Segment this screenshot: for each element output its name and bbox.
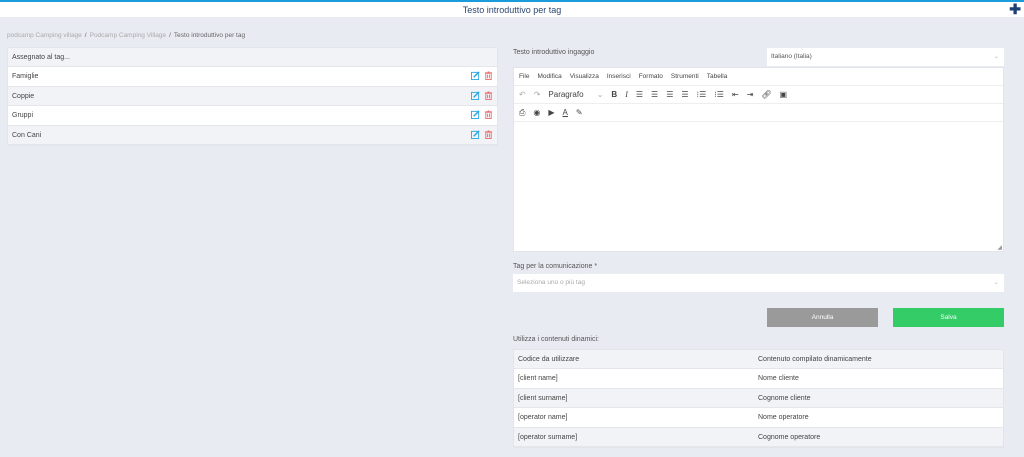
top-bar: Testo introduttivo per tag ✚ (0, 0, 1024, 17)
plus-icon[interactable]: ✚ (1009, 1, 1021, 17)
tag-row: Gruppi (8, 106, 497, 126)
editor-toolbar: ↶ ↷ Paragrafo ⌄ B I ☰ ☰ ☰ ☰ ⁝☰ ⁝☰ ⇤ ⇥ 🔗︎ … (514, 86, 1003, 104)
block-format-value: Paragrafo (548, 90, 584, 99)
code-cell: [operator name] (518, 414, 568, 422)
edit-icon[interactable] (471, 71, 480, 81)
edit-icon[interactable] (471, 91, 480, 100)
menu-item[interactable]: Tabella (706, 73, 728, 80)
menu-item[interactable]: Visualizza (569, 73, 599, 80)
chevron-down-icon: ⌄ (596, 90, 604, 99)
editor-toolbar-2: ⎙ ◉ ▶ A ✎ (514, 104, 1003, 122)
numbered-list-icon[interactable]: ⁝☰ (714, 90, 724, 99)
tag-name: Coppie (12, 92, 35, 100)
dynamic-label: Utilizza i contenuti dinamici: (513, 336, 599, 343)
indent-icon[interactable]: ⇥ (746, 90, 754, 99)
trash-icon[interactable] (484, 110, 493, 120)
tag-name: Famiglie (12, 73, 39, 81)
content-cell: Nome cliente (758, 375, 799, 383)
align-center-icon[interactable]: ☰ (651, 90, 659, 99)
cancel-button[interactable]: Annulla (767, 308, 878, 327)
rich-text-editor: File Modifica Visualizza Inserisci Formato St… (513, 67, 1004, 252)
menu-item[interactable]: File (519, 73, 530, 80)
media-icon[interactable]: ▶ (548, 108, 555, 117)
content-cell: Cognome cliente (758, 394, 811, 402)
code-cell: [operator surname] (518, 433, 578, 441)
page-title: Testo introduttivo per tag (462, 5, 562, 15)
column-header: Codice da utilizzare (518, 356, 580, 363)
image-icon[interactable]: ▣ (779, 90, 788, 99)
text-color-icon[interactable]: A (562, 108, 568, 117)
table-row: [client name] Nome cliente (514, 369, 1003, 389)
tag-name: Gruppi (12, 112, 34, 120)
menu-item[interactable]: Modifica (537, 73, 562, 80)
save-button[interactable]: Salva (893, 308, 1004, 327)
preview-icon[interactable]: ◉ (533, 108, 541, 117)
table-row: [operator surname] Cognome operatore (514, 427, 1003, 447)
link-icon[interactable]: 🔗︎ (761, 90, 772, 99)
chevron-down-icon: ⌄ (993, 53, 999, 60)
tags-select[interactable]: Seleziona uno o più tag ⌄ (513, 274, 1004, 292)
menu-item[interactable]: Inserisci (606, 73, 631, 80)
dynamic-table: Codice da utilizzare Contenuto compilato … (513, 349, 1004, 448)
breadcrumb-current: Testo introduttivo per tag (173, 32, 246, 39)
code-cell: [client name] (518, 375, 558, 383)
outdent-icon[interactable]: ⇤ (731, 90, 739, 99)
tag-list: Assegnato al tag... Famiglie Coppie Gruppi… (8, 48, 497, 145)
breadcrumb: podcamp Camping village / Podcamp Camping … (7, 32, 246, 39)
editor-label: Testo introduttivo ingaggio (513, 49, 595, 56)
content-cell: Nome operatore (758, 414, 809, 422)
code-cell: [client surname] (518, 394, 568, 402)
edit-icon[interactable] (471, 110, 480, 120)
table-row: [operator name] Nome operatore (514, 408, 1003, 428)
editor-menubar: File Modifica Visualizza Inserisci Formato St… (514, 68, 1003, 86)
editor-content[interactable] (514, 122, 1003, 245)
highlight-icon[interactable]: ✎ (575, 108, 583, 117)
tag-row: Con Cani (8, 125, 497, 145)
trash-icon[interactable] (484, 71, 493, 81)
undo-icon[interactable]: ↶ (519, 90, 526, 99)
redo-icon[interactable]: ↷ (533, 90, 541, 99)
tag-row: Coppie (8, 86, 497, 107)
align-justify-icon[interactable]: ☰ (681, 90, 689, 99)
content-cell: Cognome operatore (758, 433, 821, 441)
edit-icon[interactable] (471, 129, 480, 139)
trash-icon[interactable] (484, 91, 493, 100)
language-select[interactable]: Italiano (Italia) ⌄ (767, 48, 1004, 66)
column-header: Contenuto compilato dinamicamente (758, 356, 872, 363)
tag-row: Famiglie (8, 67, 497, 87)
align-right-icon[interactable]: ☰ (666, 90, 674, 99)
align-left-icon[interactable]: ☰ (635, 90, 644, 99)
bullet-list-icon[interactable]: ⁝☰ (696, 90, 707, 99)
trash-icon[interactable] (484, 130, 493, 139)
resize-handle[interactable]: ◢ (997, 245, 1002, 251)
tag-list-header: Assegnato al tag... (8, 48, 497, 68)
menu-item[interactable]: Strumenti (670, 73, 699, 80)
italic-icon[interactable]: I (625, 90, 628, 99)
block-format-select[interactable]: Paragrafo ⌄ (548, 90, 603, 99)
table-row: [client surname] Cognome cliente (514, 388, 1003, 409)
print-icon[interactable]: ⎙ (519, 107, 526, 117)
breadcrumb-item[interactable]: podcamp Camping village (7, 32, 82, 39)
table-header: Codice da utilizzare Contenuto compilato … (514, 350, 1003, 370)
chevron-down-icon: ⌄ (993, 279, 999, 286)
tag-name: Con Cani (12, 131, 42, 139)
breadcrumb-item[interactable]: Podcamp Camping Village (89, 32, 167, 39)
tags-placeholder: Seleziona uno o più tag (517, 279, 585, 286)
language-value: Italiano (Italia) (771, 53, 812, 60)
tags-label: Tag per la comunicazione * (513, 263, 598, 270)
bold-icon[interactable]: B (611, 90, 618, 99)
menu-item[interactable]: Formato (638, 73, 663, 80)
